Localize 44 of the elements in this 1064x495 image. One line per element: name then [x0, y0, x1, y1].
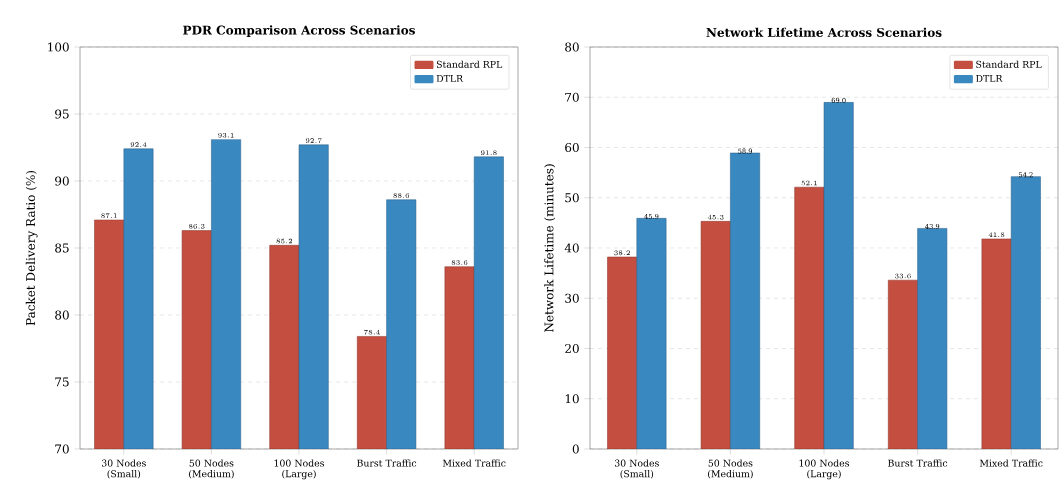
y-tick-label: 30	[565, 293, 579, 303]
y-axis-title: Network Lifetime (minutes)	[544, 164, 556, 332]
bar	[730, 152, 760, 449]
chart-title: PDR Comparison Across Scenarios	[183, 25, 415, 37]
bar	[1010, 176, 1041, 449]
bar	[823, 102, 854, 449]
bar	[888, 279, 918, 449]
bar	[794, 186, 825, 449]
bar	[607, 256, 638, 449]
y-tick-label: 0	[572, 444, 579, 454]
x-tick-label: Mixed Traffic	[442, 459, 506, 467]
y-tick-label: 60	[565, 142, 579, 153]
y-tick-label: 95	[55, 109, 69, 119]
x-tick-label: 100 Nodes (Large)	[799, 459, 850, 480]
y-tick-label: 10	[565, 394, 579, 404]
legend-label: DTLR	[976, 75, 1003, 82]
y-tick-label: 50	[565, 193, 579, 203]
y-axis-title: Packet Delivery Ratio (%)	[25, 170, 38, 326]
chart-title: Network Lifetime Across Scenarios	[706, 27, 942, 37]
y-tick-label: 75	[55, 377, 69, 387]
x-tick-label: Burst Traffic	[357, 459, 417, 467]
y-tick-label: 85	[55, 243, 69, 253]
x-tick-label: Mixed Traffic	[979, 459, 1043, 467]
y-tick-label: 90	[55, 176, 69, 186]
bar	[636, 218, 667, 449]
y-tick-label: 20	[565, 343, 579, 354]
x-tick-label: 100 Nodes (Large)	[274, 459, 325, 480]
x-tick-label: 30 Nodes (Small)	[101, 459, 146, 479]
bar	[700, 221, 731, 449]
legend-label: DTLR	[436, 75, 464, 82]
y-tick-label: 70	[565, 92, 579, 102]
x-tick-label: Burst Traffic	[888, 459, 948, 467]
x-tick-label: 50 Nodes (Medium)	[708, 459, 753, 479]
y-tick-label: 100	[48, 42, 69, 52]
y-tick-label: 80	[55, 310, 69, 320]
bar	[917, 228, 948, 449]
y-tick-label: 70	[55, 444, 69, 454]
y-tick-label: 40	[564, 243, 579, 253]
y-tick-label: 80	[565, 42, 579, 52]
legend-label: Standard RPL	[976, 60, 1042, 68]
x-tick-label: 50 Nodes (Medium)	[189, 459, 234, 479]
bar	[981, 238, 1012, 449]
legend-label: Standard RPL	[436, 60, 503, 68]
x-tick-label: 30 Nodes (Small)	[614, 459, 659, 479]
